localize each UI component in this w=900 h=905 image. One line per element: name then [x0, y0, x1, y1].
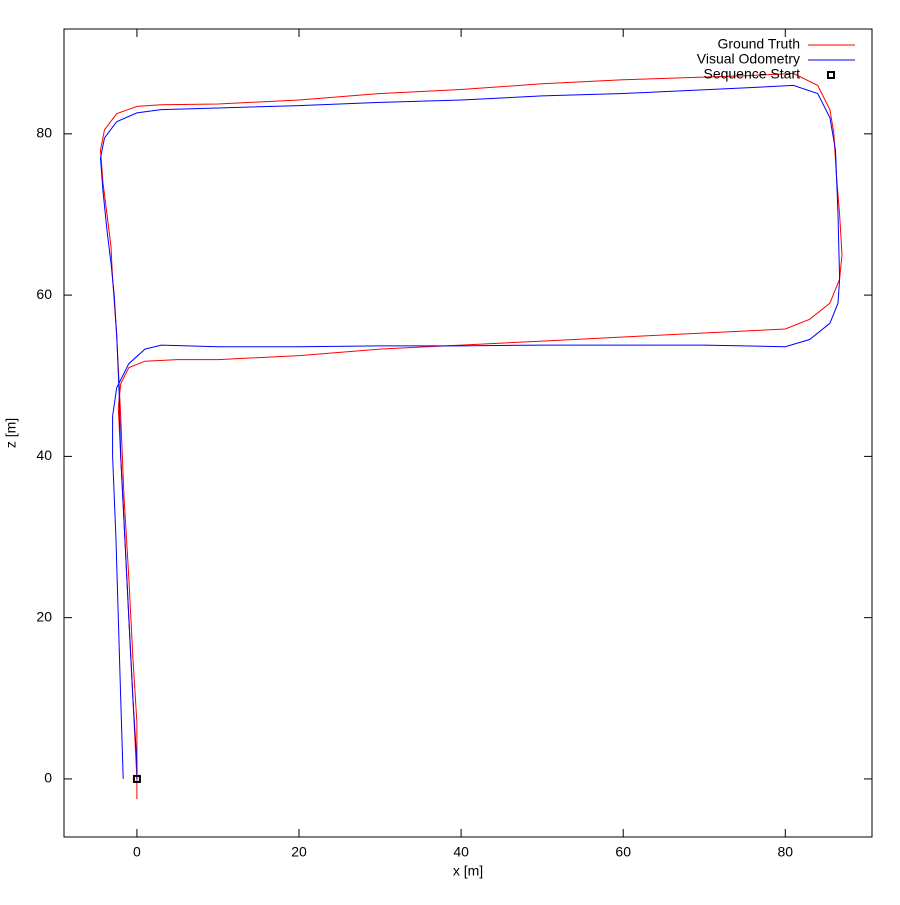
trajectory-line [99, 84, 841, 779]
legend-label: Sequence Start [703, 66, 800, 82]
x-tick-label: 80 [777, 844, 793, 860]
legend-label: Visual Odometry [697, 51, 800, 67]
y-tick-label: 0 [44, 770, 52, 786]
plot-frame [63, 28, 873, 838]
x-tick-label: 0 [133, 844, 141, 860]
y-tick-label: 20 [36, 608, 52, 624]
x-tick-label: 60 [615, 844, 631, 860]
y-tick-label: 60 [36, 286, 52, 302]
legend-label: Ground Truth [718, 36, 801, 52]
x-axis-label: x [m] [453, 863, 483, 879]
start-marker [132, 774, 141, 783]
x-tick-label: 20 [291, 844, 307, 860]
trajectory-line [99, 72, 843, 800]
y-axis-label: z [m] [3, 418, 19, 448]
x-tick-label: 40 [453, 844, 469, 860]
y-tick-label: 40 [36, 447, 52, 463]
y-tick-label: 80 [36, 125, 52, 141]
legend-marker [827, 71, 835, 79]
